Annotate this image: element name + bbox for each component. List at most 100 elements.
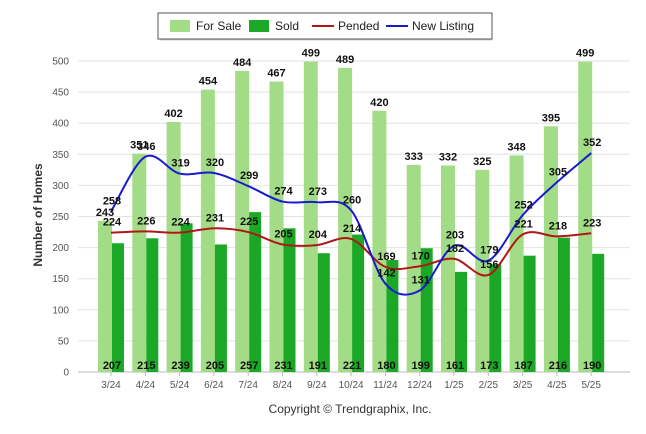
y-axis-ticks: 0 50 100 150 200 250 300 350 400 450 500 (52, 57, 69, 379)
new-listing-value-label: 273 (309, 186, 327, 198)
pended-value-label: 224 (171, 217, 190, 229)
for-sale-bar (200, 89, 215, 372)
x-tick-label: 6/24 (204, 380, 224, 391)
x-tick-label: 5/24 (170, 380, 190, 391)
pended-value-label: 225 (240, 216, 258, 228)
x-tick-label: 4/24 (136, 380, 156, 391)
for-sale-bar (475, 169, 490, 372)
new-listing-value-label: 299 (240, 170, 258, 182)
x-tick-label: 5/25 (581, 380, 601, 391)
for-sale-bar (543, 126, 558, 372)
x-tick-label: 3/24 (101, 380, 121, 391)
sold-value-label: 216 (549, 360, 567, 372)
sold-value-label: 180 (377, 360, 395, 372)
new-listing-value-label: 320 (206, 157, 224, 169)
y-tick-label: 500 (52, 57, 69, 68)
pended-value-label: 231 (206, 212, 224, 224)
sold-bar (557, 237, 570, 372)
x-tick-label: 7/24 (238, 380, 258, 391)
new-listing-value-label: 142 (377, 268, 395, 280)
for-sale-value-label: 333 (405, 151, 423, 163)
legend: For Sale Sold Pended New Listing (157, 12, 493, 41)
pended-value-label: 205 (274, 228, 292, 240)
legend-item-for-sale-label: For Sale (196, 19, 242, 33)
pended-value-label: 214 (343, 223, 362, 235)
y-tick-label: 400 (52, 119, 69, 130)
pended-value-label: 224 (103, 217, 122, 229)
y-tick-label: 300 (52, 181, 69, 192)
for-sale-value-label: 499 (302, 48, 320, 60)
sold-bar (249, 212, 262, 372)
for-sale-value-label: 395 (542, 112, 560, 124)
pended-value-label: 226 (137, 215, 155, 227)
for-sale-value-label: 402 (164, 108, 182, 120)
sold-bar (112, 243, 124, 372)
legend-item-pended-label: Pended (338, 19, 379, 33)
sold-bar (180, 223, 193, 372)
for-sale-bar (132, 153, 147, 372)
for-sale-bar (509, 155, 524, 372)
sold-value-label: 239 (171, 360, 189, 372)
for-sale-value-label: 499 (576, 48, 594, 60)
x-tick-label: 4/25 (547, 380, 567, 391)
bars (98, 61, 605, 373)
sold-value-label: 215 (137, 360, 155, 372)
sold-value-label: 257 (240, 360, 258, 372)
pended-value-label: 218 (549, 220, 567, 232)
for-sale-value-label: 348 (507, 142, 525, 154)
sold-value-label: 191 (309, 360, 327, 372)
y-tick-label: 100 (52, 305, 69, 316)
new-listing-value-label: 346 (137, 141, 155, 153)
y-tick-label: 150 (52, 274, 69, 285)
sold-value-label: 161 (446, 360, 464, 372)
legend-item-new-listing-label: New Listing (412, 19, 474, 33)
sold-value-label: 207 (103, 360, 121, 372)
new-listing-value-label: 274 (274, 186, 293, 198)
copyright-text: Copyright © Trendgraphix, Inc. (269, 402, 432, 416)
data-labels: 243 207 224 258 351 215 226 346 402 239 224 319 454 2… (96, 48, 602, 372)
sold-value-label: 190 (583, 360, 601, 372)
sold-bar (523, 255, 536, 372)
x-axis-ticks: 3/24 4/24 5/24 6/24 7/24 8/24 9/24 10/24 11/24 12… (101, 372, 601, 391)
y-tick-label: 50 (58, 336, 70, 347)
new-listing-line (110, 152, 592, 296)
new-listing-value-label: 352 (583, 137, 601, 149)
for-sale-value-label: 489 (336, 54, 354, 66)
for-sale-value-label: 484 (233, 57, 252, 69)
for-sale-bar (269, 81, 284, 372)
sold-value-label: 199 (412, 360, 430, 372)
sold-bar (592, 253, 605, 372)
for-sale-value-label: 351 (130, 140, 148, 152)
pended-line (110, 227, 592, 277)
y-tick-label: 250 (52, 212, 69, 223)
new-listing-value-label: 305 (549, 166, 567, 178)
sold-bar (283, 228, 296, 372)
legend-item-sold-swatch (249, 20, 269, 32)
x-tick-label: 11/24 (373, 380, 398, 391)
sold-bar (489, 264, 502, 372)
lines (110, 152, 592, 296)
sold-value-label: 205 (206, 360, 224, 372)
pended-value-label: 221 (514, 219, 532, 231)
new-listing-value-label: 319 (171, 158, 189, 170)
x-tick-label: 2/25 (479, 380, 499, 391)
new-listing-value-label: 258 (103, 196, 121, 208)
for-sale-value-label: 325 (473, 156, 491, 168)
for-sale-bar (166, 121, 181, 373)
for-sale-value-label: 243 (96, 207, 114, 219)
y-tick-label: 0 (63, 368, 69, 379)
legend-item-for-sale-swatch (170, 20, 190, 32)
x-tick-label: 8/24 (273, 380, 293, 391)
for-sale-bar (98, 220, 112, 372)
new-listing-value-label: 131 (412, 275, 430, 287)
for-sale-bar (303, 61, 318, 372)
new-listing-value-label: 179 (480, 245, 498, 257)
sold-bar (317, 253, 330, 372)
for-sale-bar (406, 164, 421, 372)
x-tick-label: 1/25 (444, 380, 464, 391)
x-tick-label: 12/24 (407, 380, 432, 391)
y-tick-label: 200 (52, 243, 69, 254)
for-sale-bar (372, 110, 387, 372)
for-sale-bar (338, 67, 353, 372)
